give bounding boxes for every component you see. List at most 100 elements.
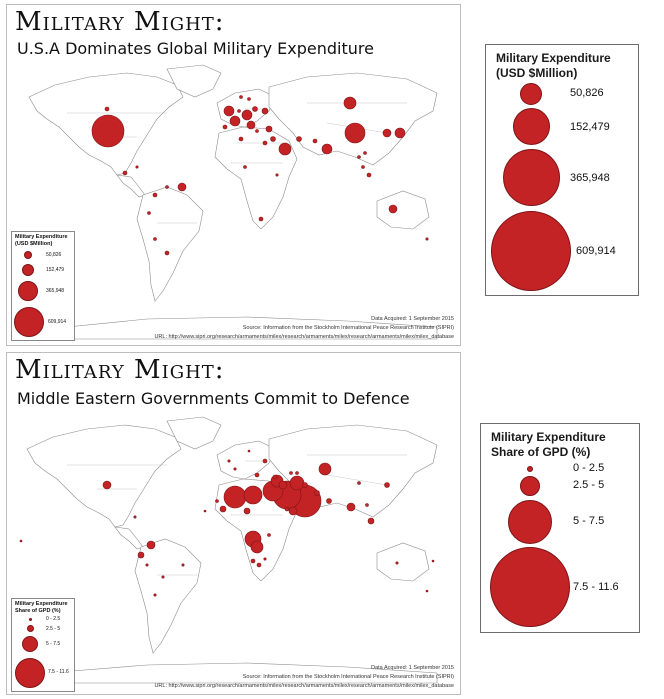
bubble-thailand	[357, 155, 361, 159]
bubble-mexico	[122, 170, 128, 176]
top-mini-legend-title-line1: Military Expenditure	[15, 234, 68, 240]
top-legend-label-4: 609,914	[576, 245, 616, 257]
bubble-colombia-2	[146, 540, 156, 550]
bubble-myanmar	[346, 502, 356, 512]
bubble-argentina	[164, 250, 170, 256]
top-world-map	[28, 64, 438, 340]
top-mini-bubble-4	[14, 307, 44, 337]
bubble-france	[229, 115, 241, 127]
bubble-india	[321, 143, 333, 155]
bubble-iran-2	[302, 482, 308, 488]
bottom-legend-bubble-3	[508, 500, 552, 544]
bubble-angola	[250, 540, 264, 554]
bottom-mini-label-1: 0 - 2.5	[46, 616, 61, 622]
top-legend-bubble-3	[503, 149, 560, 206]
top-credit-source: Source: Information from the Stockholm I…	[242, 325, 454, 331]
bottom-mini-label-4: 7.5 - 11.6	[48, 669, 69, 675]
bubble-libya	[223, 485, 247, 509]
bubble-france-2	[233, 467, 237, 471]
bubble-mali	[219, 505, 227, 513]
australia-shape-2	[376, 542, 430, 582]
bubble-chile-2	[153, 593, 157, 597]
bottom-map-credits: Data Acquired: 1 September 2015 Source: …	[154, 664, 454, 691]
bubble-peru-2	[145, 563, 149, 567]
bubble-yemen	[288, 506, 298, 516]
bubble-australia-2	[395, 561, 399, 565]
bubble-ukraine	[261, 107, 269, 115]
bubble-zimbabwe	[263, 557, 267, 561]
bubble-ukraine-2	[262, 458, 268, 464]
bottom-credit-source: Source: Information from the Stockholm I…	[242, 674, 454, 680]
top-legend: Military Expenditure (USD $Million) 50,8…	[485, 44, 639, 296]
north-america-shape-2	[26, 424, 182, 528]
bottom-map-title: Military Might:	[15, 355, 225, 385]
bubble-saudi-arabia	[278, 142, 292, 156]
bottom-legend-label-2: 2.5 - 5	[573, 479, 605, 491]
bubble-italy	[246, 120, 256, 130]
bubble-sweden-2	[247, 449, 251, 453]
bubble-korea	[382, 128, 392, 138]
bubble-spain	[222, 124, 228, 130]
top-mini-bubble-2	[22, 264, 34, 276]
bubble-turkey	[265, 125, 273, 133]
top-map-subtitle: U.S.A Dominates Global Military Expendit…	[17, 39, 374, 58]
bubble-poland	[252, 106, 258, 112]
bottom-gdp-share-bubbles	[19, 449, 435, 597]
bubble-bermuda	[19, 539, 23, 543]
bubble-azerbaijan	[295, 471, 299, 475]
bubble-iraq	[289, 475, 305, 491]
bubble-netherlands	[237, 109, 241, 113]
bubble-singapore-2	[367, 517, 375, 525]
south-america-shape	[136, 186, 204, 302]
top-legend-bubble-4	[491, 211, 571, 291]
top-mini-label-1: 50,826	[46, 252, 62, 258]
top-legend-label-3: 365,948	[570, 172, 610, 184]
bubble-colombia	[152, 192, 158, 198]
top-expenditure-bubbles	[91, 95, 429, 256]
bottom-map-subtitle: Middle Eastern Governments Commit to Def…	[17, 389, 410, 408]
top-legend-label-1: 50,826	[570, 87, 604, 99]
bubble-greece	[255, 129, 259, 133]
bubble-lebanon	[272, 474, 278, 480]
bubble-armenia	[289, 471, 293, 475]
bubble-burundi	[267, 533, 271, 537]
bottom-land-masses	[26, 416, 438, 684]
bubble-singapore	[361, 165, 365, 169]
bubble-israel	[270, 136, 276, 142]
bubble-russia	[343, 96, 357, 110]
bubble-iran	[296, 136, 302, 142]
bottom-mini-label-2: 2.5 - 5	[46, 626, 61, 632]
antarctica-shape-2	[46, 662, 438, 684]
bottom-legend: Military Expenditure Share of GPD (%) 0 …	[480, 423, 640, 633]
antarctica-shape	[46, 316, 438, 340]
bubble-chile	[153, 237, 157, 241]
bottom-world-map	[19, 416, 438, 684]
bottom-legend-title-line1: Military Expenditure	[491, 430, 606, 444]
bubble-vietnam	[363, 151, 367, 155]
bubble-venezuela	[165, 185, 169, 189]
greenland-shape-2	[166, 416, 222, 450]
bubble-korea-2	[384, 482, 390, 488]
bubble-cuba-2	[133, 515, 137, 519]
bubble-australia	[388, 204, 398, 214]
bubble-mauritania	[215, 499, 219, 503]
bubble-usa-2	[102, 480, 112, 490]
bubble-pakistan-2	[314, 490, 320, 496]
bubble-kenya	[275, 173, 279, 177]
bubble-fiji	[431, 559, 435, 563]
bottom-mini-legend-title-line1: Military Expenditure	[15, 601, 68, 607]
top-legend-bubble-2	[513, 108, 550, 145]
europe-shape-2	[216, 440, 276, 480]
top-mini-legend-title-line2: (USD $Million)	[15, 241, 53, 247]
bubble-uk	[223, 105, 235, 117]
bubble-ecuador	[137, 551, 145, 559]
bubble-norway	[239, 95, 243, 99]
bubble-botswana	[256, 562, 262, 568]
bottom-mini-label-3: 5 - 7.5	[46, 641, 61, 647]
top-credit-url: URL: http://www.sipri.org/research/armam…	[154, 334, 454, 340]
bottom-legend-bubble-4	[490, 547, 570, 627]
greenland-shape	[166, 64, 222, 98]
top-legend-title-line1: Military Expenditure	[496, 51, 611, 65]
bubble-new-zealand-2	[425, 589, 429, 593]
bubble-china	[344, 122, 366, 144]
